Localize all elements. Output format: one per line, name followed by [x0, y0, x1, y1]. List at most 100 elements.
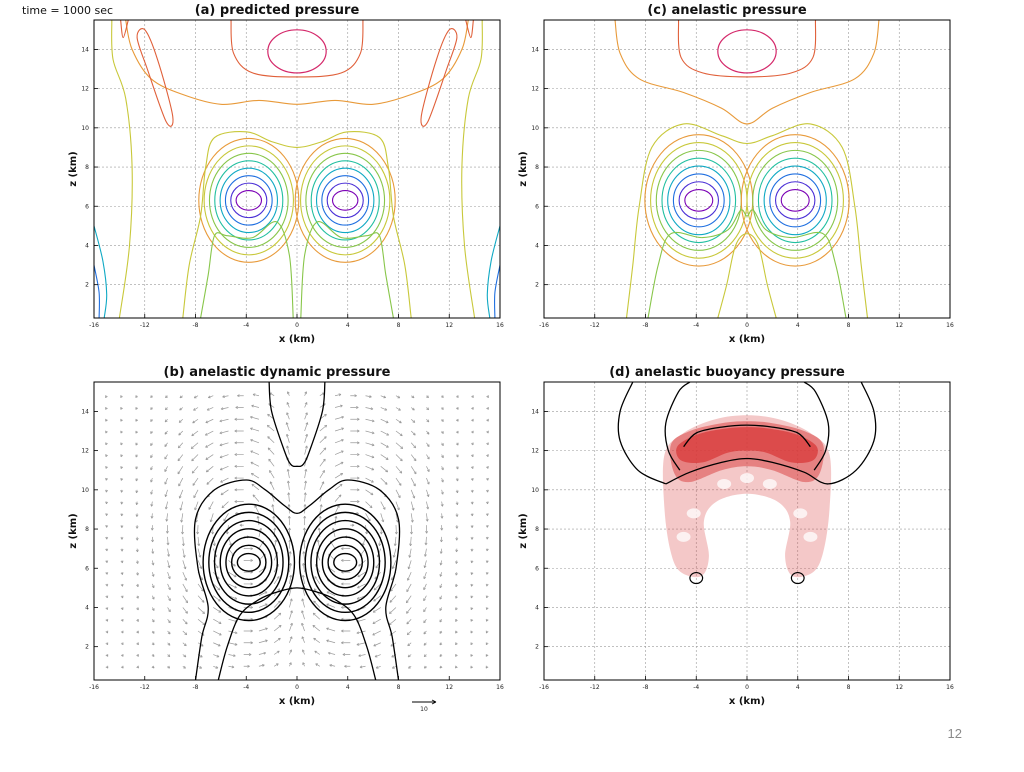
- y-tick-label: 12: [531, 86, 539, 93]
- shading-gap: [717, 479, 731, 489]
- x-tick-label: -4: [693, 322, 699, 329]
- x-tick-label: -16: [89, 322, 99, 329]
- y-tick-label: 14: [531, 46, 539, 53]
- x-tick-label: 4: [346, 684, 350, 691]
- y-tick-label: 10: [81, 125, 89, 132]
- x-axis-label: x (km): [279, 334, 315, 345]
- x-tick-label: 12: [895, 684, 903, 691]
- panel-b: (b) anelastic dynamic pressure-16-12-8-4…: [68, 365, 504, 713]
- panel-d-plot: [618, 382, 876, 584]
- y-tick-label: 6: [85, 565, 89, 572]
- y-tick-label: 14: [531, 408, 539, 415]
- x-tick-label: 8: [847, 684, 851, 691]
- panel-b-frame: [94, 382, 500, 680]
- y-tick-label: 6: [535, 565, 539, 572]
- y-tick-label: 4: [535, 604, 539, 611]
- contour-line: [236, 191, 261, 211]
- y-tick-label: 2: [85, 644, 89, 651]
- shading-gap: [793, 508, 807, 518]
- x-tick-label: 0: [745, 684, 749, 691]
- y-axis-label: z (km): [68, 151, 79, 187]
- y-tick-label: 4: [535, 242, 539, 249]
- contour-line: [201, 222, 294, 318]
- x-axis-label: x (km): [729, 696, 765, 707]
- x-tick-label: 12: [895, 322, 903, 329]
- panel-b-plot: [105, 382, 488, 680]
- contour-line: [334, 554, 357, 572]
- contour-line: [781, 190, 809, 212]
- y-tick-label: 14: [81, 46, 89, 53]
- y-tick-label: 6: [535, 203, 539, 210]
- panel-b-title: (b) anelastic dynamic pressure: [164, 365, 391, 380]
- contour-line: [317, 529, 374, 596]
- y-axis-label: z (km): [518, 513, 529, 549]
- x-tick-label: -16: [89, 684, 99, 691]
- slide-number: 12: [948, 726, 962, 741]
- contour-line: [269, 382, 325, 466]
- y-tick-label: 12: [531, 448, 539, 455]
- panel-a-title: (a) predicted pressure: [195, 3, 360, 18]
- panel-group: (a) predicted pressure -16 -12 -8 -4 0 4 8 12 16 2…: [68, 3, 954, 713]
- y-tick-label: 12: [81, 86, 89, 93]
- contour-line: [618, 382, 666, 484]
- panel-d: (d) anelastic buoyancy pressure-16-12-8-…: [518, 365, 954, 707]
- x-tick-label: 12: [445, 684, 453, 691]
- y-tick-label: 10: [81, 487, 89, 494]
- x-tick-label: 16: [496, 322, 504, 329]
- y-tick-label: 14: [81, 408, 89, 415]
- contour-line: [300, 504, 391, 620]
- x-tick-label: 0: [295, 322, 299, 329]
- contour-line: [421, 29, 457, 127]
- x-tick-label: -8: [193, 322, 199, 329]
- y-tick-label: 10: [531, 487, 539, 494]
- contour-line: [220, 529, 277, 596]
- y-tick-label: 2: [535, 282, 539, 289]
- x-tick-label: -16: [539, 322, 549, 329]
- x-tick-label: -8: [643, 684, 649, 691]
- contour-line: [137, 29, 173, 127]
- x-tick-label: 12: [445, 322, 453, 329]
- y-tick-label: 10: [531, 125, 539, 132]
- x-tick-label: -4: [693, 684, 699, 691]
- contour-line: [237, 554, 260, 572]
- contour-line: [333, 191, 358, 211]
- x-tick-label: 4: [346, 322, 350, 329]
- y-tick-label: 4: [85, 604, 89, 611]
- panel-b-vectors: [105, 392, 488, 669]
- contour-line: [645, 135, 753, 266]
- x-tick-label: 8: [397, 322, 401, 329]
- contour-line: [741, 135, 849, 266]
- contour-line: [94, 265, 99, 318]
- vector-reference-label: 10: [420, 706, 428, 713]
- contour-line: [220, 168, 277, 232]
- shading-gap: [763, 479, 777, 489]
- x-tick-label: 16: [496, 684, 504, 691]
- shading-gap: [687, 508, 701, 518]
- y-tick-label: 8: [535, 164, 539, 171]
- x-tick-label: 4: [796, 322, 800, 329]
- shading-gap: [803, 532, 817, 542]
- panel-a-grid: [94, 20, 500, 318]
- contour-line: [764, 166, 826, 235]
- contour-line: [317, 168, 374, 232]
- contour-line: [301, 222, 394, 318]
- x-axis-label: x (km): [729, 334, 765, 345]
- x-tick-label: -12: [590, 684, 600, 691]
- y-tick-label: 8: [85, 526, 89, 533]
- contour-line: [311, 521, 380, 605]
- time-label: time = 1000 sec: [22, 4, 113, 17]
- contour-line: [218, 588, 375, 680]
- y-axis-label: z (km): [518, 151, 529, 187]
- y-tick-label: 4: [85, 242, 89, 249]
- panel-c-title: (c) anelastic pressure: [647, 3, 807, 18]
- x-tick-label: 8: [397, 684, 401, 691]
- x-tick-label: -12: [140, 684, 150, 691]
- x-tick-label: 16: [946, 684, 954, 691]
- y-tick-label: 8: [535, 526, 539, 533]
- x-tick-label: -8: [193, 684, 199, 691]
- contour-line: [668, 166, 730, 235]
- contour-line: [462, 20, 483, 318]
